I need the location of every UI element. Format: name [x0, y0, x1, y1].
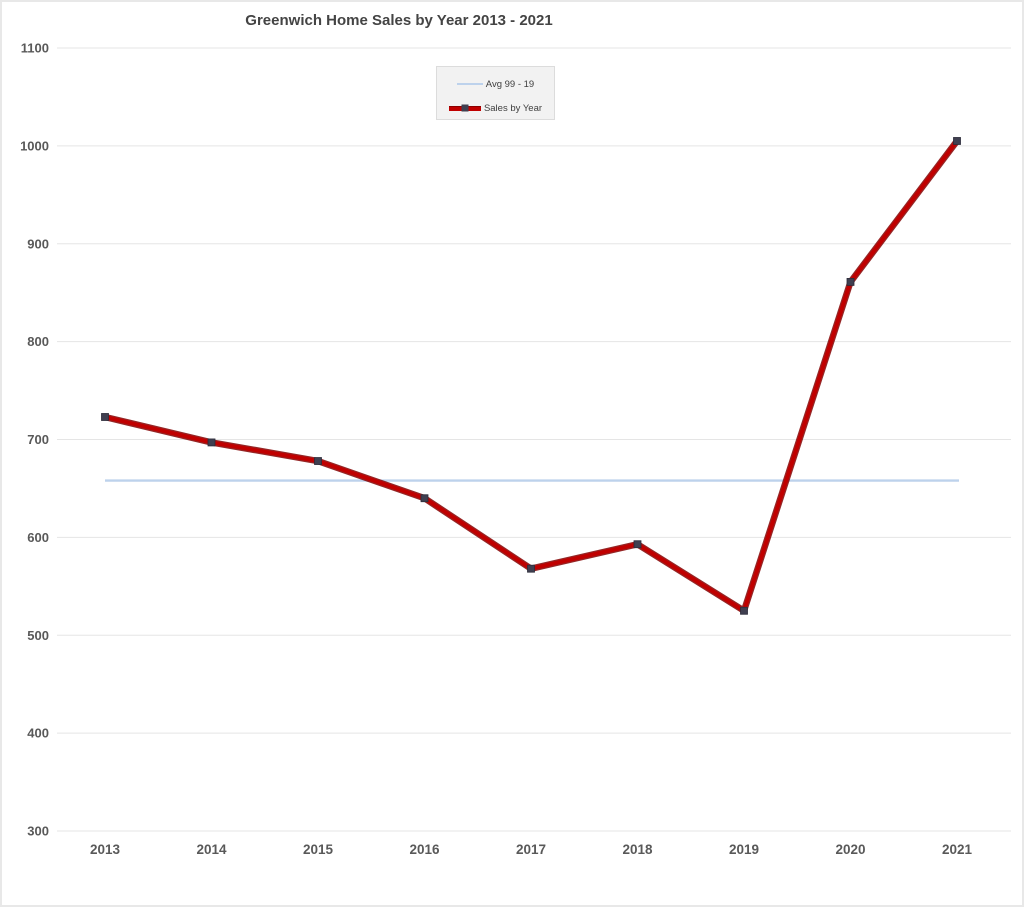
data-point-marker[interactable] [633, 540, 642, 549]
x-tick-label: 2017 [516, 842, 546, 857]
x-tick-label: 2018 [622, 842, 653, 857]
x-tick-label: 2019 [729, 842, 759, 857]
sales-line[interactable] [103, 138, 959, 613]
x-tick-label: 2013 [90, 842, 121, 857]
y-tick-label: 600 [27, 530, 49, 545]
data-point-marker[interactable] [846, 278, 855, 286]
y-tick-label: 800 [27, 334, 49, 349]
data-point-marker[interactable] [740, 606, 748, 615]
legend[interactable]: Avg 99 - 19 Sales by Year [436, 66, 555, 120]
x-tick-label: 2020 [835, 842, 865, 857]
legend-item-sales[interactable]: Sales by Year [448, 102, 543, 114]
x-tick-label: 2021 [942, 842, 973, 857]
y-tick-label: 300 [27, 824, 49, 839]
data-point-marker[interactable] [420, 494, 429, 503]
data-point-marker[interactable] [953, 137, 961, 145]
avg-line-swatch-icon [456, 83, 483, 85]
sales-line-swatch-icon [448, 105, 481, 111]
y-tick-label: 1000 [20, 138, 49, 153]
data-point-marker[interactable] [527, 564, 535, 573]
legend-label-sales: Sales by Year [483, 102, 543, 114]
sales-line-shadow [101, 137, 961, 615]
data-point-marker[interactable] [101, 413, 109, 421]
y-tick-label: 700 [27, 432, 49, 447]
y-tick-label: 500 [27, 628, 49, 643]
y-tick-label: 400 [27, 726, 49, 741]
x-tick-label: 2015 [303, 842, 334, 857]
y-tick-label: 1100 [21, 41, 49, 56]
legend-label-avg: Avg 99 - 19 [485, 78, 535, 90]
x-tick-label: 2014 [196, 842, 227, 857]
x-tick-label: 2016 [409, 842, 440, 857]
y-tick-label: 900 [27, 236, 49, 251]
legend-item-avg[interactable]: Avg 99 - 19 [456, 78, 535, 90]
data-point-marker[interactable] [207, 438, 216, 447]
data-point-marker[interactable] [314, 457, 322, 465]
chart-title: Greenwich Home Sales by Year 2013 - 2021 [245, 12, 553, 29]
